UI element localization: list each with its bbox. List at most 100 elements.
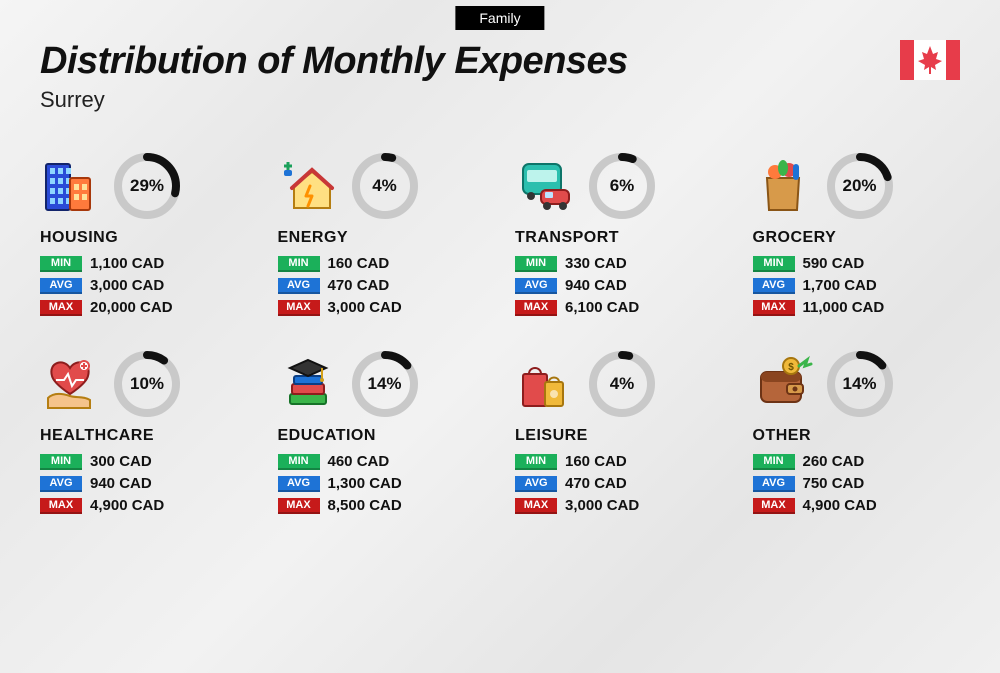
min-badge: MIN (278, 256, 320, 272)
svg-text:$: $ (788, 362, 794, 373)
pct-value: 6% (589, 153, 655, 219)
category-energy: 4% ENERGY MIN 160 CAD AVG 470 CAD MAX 3,… (278, 153, 486, 321)
avg-badge: AVG (753, 278, 795, 294)
stat-min: MIN 590 CAD (753, 255, 961, 272)
avg-value: 940 CAD (90, 475, 152, 492)
stat-avg: AVG 470 CAD (515, 475, 723, 492)
max-badge: MAX (40, 300, 82, 316)
stat-avg: AVG 470 CAD (278, 277, 486, 294)
heart-hand-icon (40, 354, 100, 414)
min-badge: MIN (753, 454, 795, 470)
pct-value: 29% (114, 153, 180, 219)
min-value: 460 CAD (328, 453, 390, 470)
categories-grid: 29% HOUSING MIN 1,100 CAD AVG 3,000 CAD … (40, 153, 960, 519)
category-name: GROCERY (753, 229, 961, 247)
pct-ring: 14% (827, 351, 893, 417)
grocery-bag-icon (753, 156, 813, 216)
pct-value: 4% (352, 153, 418, 219)
category-grocery: 20% GROCERY MIN 590 CAD AVG 1,700 CAD MA… (753, 153, 961, 321)
pct-ring: 10% (114, 351, 180, 417)
pct-ring: 6% (589, 153, 655, 219)
min-value: 160 CAD (328, 255, 390, 272)
bus-car-icon (515, 156, 575, 216)
category-name: HEALTHCARE (40, 427, 248, 445)
max-badge: MAX (515, 498, 557, 514)
max-value: 20,000 CAD (90, 299, 173, 316)
stat-avg: AVG 1,300 CAD (278, 475, 486, 492)
max-badge: MAX (515, 300, 557, 316)
stat-max: MAX 3,000 CAD (515, 497, 723, 514)
min-value: 330 CAD (565, 255, 627, 272)
min-value: 160 CAD (565, 453, 627, 470)
max-badge: MAX (753, 300, 795, 316)
min-value: 260 CAD (803, 453, 865, 470)
category-healthcare: 10% HEALTHCARE MIN 300 CAD AVG 940 CAD M… (40, 351, 248, 519)
page-title: Distribution of Monthly Expenses (40, 40, 960, 83)
max-badge: MAX (753, 498, 795, 514)
max-value: 6,100 CAD (565, 299, 639, 316)
avg-value: 1,700 CAD (803, 277, 877, 294)
grad-books-icon (278, 354, 338, 414)
stat-max: MAX 11,000 CAD (753, 299, 961, 316)
min-value: 590 CAD (803, 255, 865, 272)
stat-max: MAX 4,900 CAD (753, 497, 961, 514)
avg-badge: AVG (515, 278, 557, 294)
pct-ring: 20% (827, 153, 893, 219)
stat-min: MIN 260 CAD (753, 453, 961, 470)
pct-value: 10% (114, 351, 180, 417)
max-value: 3,000 CAD (328, 299, 402, 316)
stat-min: MIN 1,100 CAD (40, 255, 248, 272)
max-value: 8,500 CAD (328, 497, 402, 514)
min-value: 300 CAD (90, 453, 152, 470)
stat-max: MAX 8,500 CAD (278, 497, 486, 514)
stat-max: MAX 4,900 CAD (40, 497, 248, 514)
max-value: 4,900 CAD (90, 497, 164, 514)
category-leisure: 4% LEISURE MIN 160 CAD AVG 470 CAD MAX 3… (515, 351, 723, 519)
avg-badge: AVG (278, 278, 320, 294)
pct-ring: 4% (352, 153, 418, 219)
min-badge: MIN (278, 454, 320, 470)
avg-badge: AVG (40, 278, 82, 294)
max-value: 11,000 CAD (803, 299, 885, 316)
avg-value: 1,300 CAD (328, 475, 402, 492)
pct-value: 14% (827, 351, 893, 417)
category-name: LEISURE (515, 427, 723, 445)
stat-max: MAX 20,000 CAD (40, 299, 248, 316)
stat-avg: AVG 3,000 CAD (40, 277, 248, 294)
canada-flag-icon (900, 40, 960, 85)
category-education: 14% EDUCATION MIN 460 CAD AVG 1,300 CAD … (278, 351, 486, 519)
max-badge: MAX (278, 498, 320, 514)
stat-min: MIN 160 CAD (278, 255, 486, 272)
min-badge: MIN (753, 256, 795, 272)
wallet-icon: $ (753, 354, 813, 414)
stat-avg: AVG 940 CAD (515, 277, 723, 294)
stat-min: MIN 460 CAD (278, 453, 486, 470)
max-value: 3,000 CAD (565, 497, 639, 514)
family-tag: Family (455, 6, 544, 30)
avg-value: 3,000 CAD (90, 277, 164, 294)
pct-value: 20% (827, 153, 893, 219)
avg-badge: AVG (278, 476, 320, 492)
avg-value: 750 CAD (803, 475, 865, 492)
avg-badge: AVG (40, 476, 82, 492)
stat-avg: AVG 1,700 CAD (753, 277, 961, 294)
category-name: ENERGY (278, 229, 486, 247)
avg-value: 470 CAD (565, 475, 627, 492)
category-housing: 29% HOUSING MIN 1,100 CAD AVG 3,000 CAD … (40, 153, 248, 321)
category-name: TRANSPORT (515, 229, 723, 247)
max-value: 4,900 CAD (803, 497, 877, 514)
min-badge: MIN (40, 256, 82, 272)
pct-ring: 29% (114, 153, 180, 219)
pct-value: 4% (589, 351, 655, 417)
category-name: EDUCATION (278, 427, 486, 445)
category-name: OTHER (753, 427, 961, 445)
buildings-icon (40, 156, 100, 216)
page-subtitle: Surrey (40, 87, 960, 113)
pct-ring: 14% (352, 351, 418, 417)
category-name: HOUSING (40, 229, 248, 247)
stat-avg: AVG 940 CAD (40, 475, 248, 492)
avg-badge: AVG (515, 476, 557, 492)
min-value: 1,100 CAD (90, 255, 164, 272)
energy-house-icon (278, 156, 338, 216)
pct-ring: 4% (589, 351, 655, 417)
